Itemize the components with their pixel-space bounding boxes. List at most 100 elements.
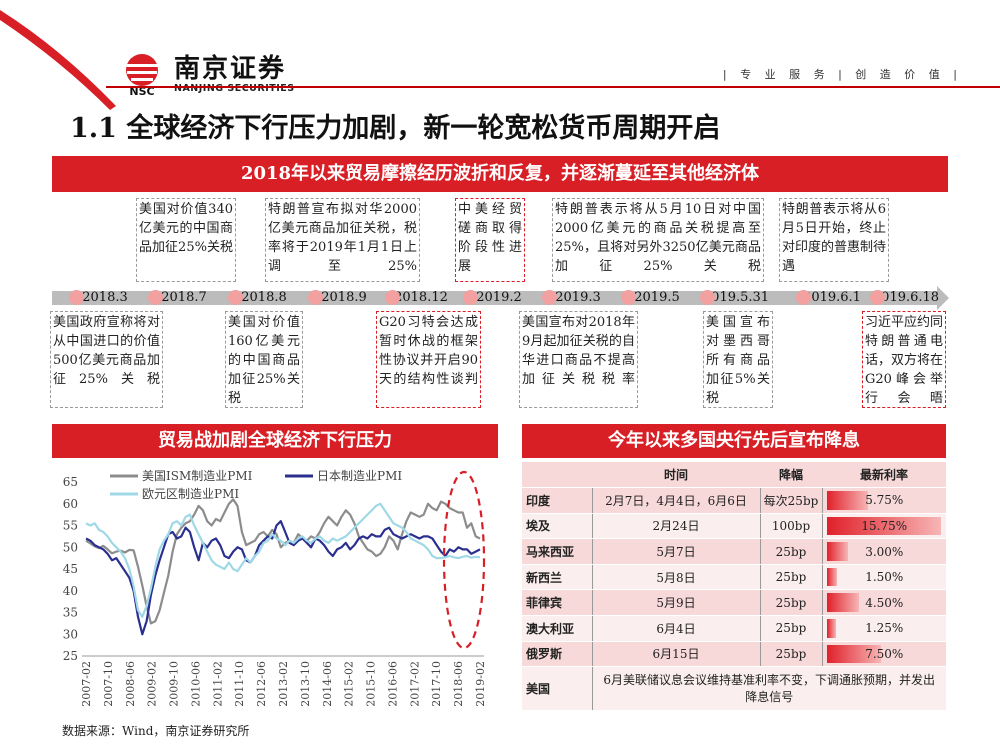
x-tick-label: 2017-02 — [408, 661, 421, 707]
time-cell: 6月15日 — [591, 641, 760, 668]
rate-bar — [826, 491, 869, 510]
x-tick-label: 2016-06 — [386, 661, 399, 707]
table-row: 印度 2月7日，4月4日，6月6日 每次25bp 5.75% — [522, 487, 946, 514]
country-cell: 菲律宾 — [522, 589, 592, 617]
rate-value: 1.25% — [865, 621, 904, 636]
timeline-dot — [542, 290, 557, 305]
time-cell: 6月4日 — [591, 615, 760, 642]
timeline-dot — [700, 290, 715, 305]
rate-bar — [826, 567, 838, 587]
header-rate: 最新利率 — [822, 462, 946, 489]
timeline-arrowhead — [937, 286, 949, 310]
country-cell: 俄罗斯 — [522, 641, 592, 668]
rate-cut-table: 时间 降幅 最新利率 印度 2月7日，4月4日，6月6日 每次25bp 5.75% 埃及… — [522, 462, 946, 712]
timeline-dot — [621, 290, 636, 305]
country-cell: 新西兰 — [522, 564, 592, 591]
logo-chinese-name: 南京证券 — [174, 53, 287, 84]
table-row: 埃及 2月24日 100bp 15.75% — [522, 513, 946, 540]
y-tick-label: 65 — [63, 475, 78, 489]
rate-bar — [826, 516, 941, 536]
timeline-bar — [52, 291, 937, 305]
timeline-event-top: 中美经贸磋商取得阶段性进展 — [455, 198, 525, 282]
x-tick-label: 2011-10 — [233, 661, 246, 707]
x-tick-label: 2017-10 — [430, 661, 443, 707]
table-banner: 今年以来多国央行先后宣布降息 — [522, 424, 946, 458]
cut-cell: 25bp — [759, 641, 822, 668]
table-header-row: 时间 降幅 最新利率 — [522, 462, 946, 489]
timeline-date: 2019.6.18 — [872, 290, 940, 305]
y-tick-label: 45 — [63, 562, 78, 576]
table-row: 澳大利亚 6月4日 25bp 1.25% — [522, 615, 946, 642]
country-cell: 澳大利亚 — [522, 615, 592, 642]
timeline-dot — [69, 290, 84, 305]
timeline-date: 2018.7 — [161, 290, 207, 305]
highlight-ellipse — [442, 470, 486, 650]
us-note-cell: 6月美联储议息会议维持基准利率不变，下调通胀预期，并发出降息信号 — [591, 666, 946, 712]
x-tick-label: 2009-10 — [168, 661, 181, 707]
y-tick-label: 55 — [63, 519, 78, 533]
legend-label: 日本制造业PMI — [317, 469, 402, 483]
rate-value: 1.50% — [865, 570, 904, 585]
legend-label: 美国ISM制造业PMI — [142, 469, 253, 483]
slogan: | 专 业 服 务 | 创 造 价 值 | — [722, 68, 962, 81]
timeline-event-bottom: 美国政府宣称将对从中国进口的价值500亿美元商品加征25%关税 — [50, 311, 163, 408]
x-tick-label: 2018-06 — [452, 661, 465, 707]
y-tick-label: 40 — [63, 584, 78, 598]
rate-cell: 1.25% — [821, 615, 946, 642]
data-source: 数据来源：Wind，南京证券研究所 — [62, 724, 250, 738]
timeline-event-top: 特朗普表示将从5月10日对中国2000亿美元的商品关税提高至25%，且将对另外3… — [552, 198, 764, 282]
timeline-event-bottom: 习近平应约同特朗普通电话，双方将在G20峰会举行会晤 — [862, 311, 946, 408]
time-cell: 2月7日，4月4日，6月6日 — [591, 487, 760, 514]
rate-value: 7.50% — [865, 646, 904, 661]
rate-bar — [826, 542, 849, 561]
table-row: 新西兰 5月8日 25bp 1.50% — [522, 564, 946, 591]
rate-cell: 5.75% — [821, 487, 946, 514]
timeline-date: 2019.3 — [555, 290, 601, 305]
timeline-dot — [228, 290, 243, 305]
timeline-event-bottom: 美国对价值160亿美元的中国商品加征25%关税 — [225, 311, 303, 408]
table-row-us: 美国 6月美联储议息会议维持基准利率不变，下调通胀预期，并发出降息信号 — [522, 666, 946, 712]
y-tick-label: 60 — [63, 497, 78, 511]
logo-english-name: NANJING SECURITIES — [174, 82, 295, 94]
time-cell: 5月8日 — [591, 564, 760, 591]
rate-value: 4.50% — [865, 595, 904, 610]
header-time: 时间 — [592, 462, 760, 489]
country-cell: 埃及 — [522, 513, 592, 540]
rate-cell: 15.75% — [821, 513, 946, 540]
rate-bar — [826, 619, 836, 638]
time-cell: 5月7日 — [591, 538, 760, 565]
header-divider — [106, 86, 1000, 88]
rate-value: 15.75% — [861, 518, 908, 533]
timeline-date: 2018.8 — [241, 290, 287, 305]
timeline-date: 2018.12 — [394, 290, 448, 305]
y-tick-label: 30 — [63, 627, 78, 641]
cut-cell: 25bp — [759, 589, 822, 617]
time-cell: 5月9日 — [591, 589, 760, 617]
logo-mark-text: NSC — [129, 85, 154, 96]
table-row: 马来西亚 5月7日 25bp 3.00% — [522, 538, 946, 565]
series-line-2 — [85, 502, 481, 618]
timeline-event-bottom: G20习特会达成暂时休战的框架性协议并开启90天的结构性谈判 — [376, 311, 481, 408]
timeline-event-top: 美国对价值340亿美元的中国商品加征25%关税 — [136, 198, 236, 282]
rate-value: 5.75% — [865, 493, 904, 508]
country-cell: 马来西亚 — [522, 538, 592, 565]
chart-banner: 贸易战加剧全球经济下行压力 — [52, 424, 498, 458]
timeline-dot — [796, 290, 811, 305]
x-tick-label: 2013-10 — [299, 661, 312, 707]
x-tick-label: 2012-06 — [255, 661, 268, 707]
x-tick-label: 2014-06 — [321, 661, 334, 707]
rate-value: 3.00% — [865, 544, 904, 559]
timeline-event-top: 特朗普表示将从6月5日开始，终止对印度的普惠制待遇 — [779, 198, 889, 282]
x-tick-label: 2010-06 — [189, 661, 202, 707]
x-tick-label: 2013-02 — [277, 661, 290, 707]
cut-cell: 25bp — [759, 538, 822, 565]
x-tick-label: 2011-02 — [211, 661, 224, 707]
pmi-line-chart: 25 30 35 40 45 50 55 60 65 2007-02 2007-10 2008-06 2… — [63, 469, 487, 707]
y-tick-label: 25 — [63, 649, 78, 663]
y-tick-label: 50 — [63, 540, 78, 554]
rate-bar — [826, 644, 881, 664]
country-cell: 印度 — [522, 487, 592, 514]
timeline-banner: 2018年以来贸易摩擦经历波折和反复，并逐渐蔓延至其他经济体 — [52, 156, 948, 192]
series-line-1 — [85, 520, 481, 636]
timeline-date: 2019.6.1 — [803, 290, 861, 305]
